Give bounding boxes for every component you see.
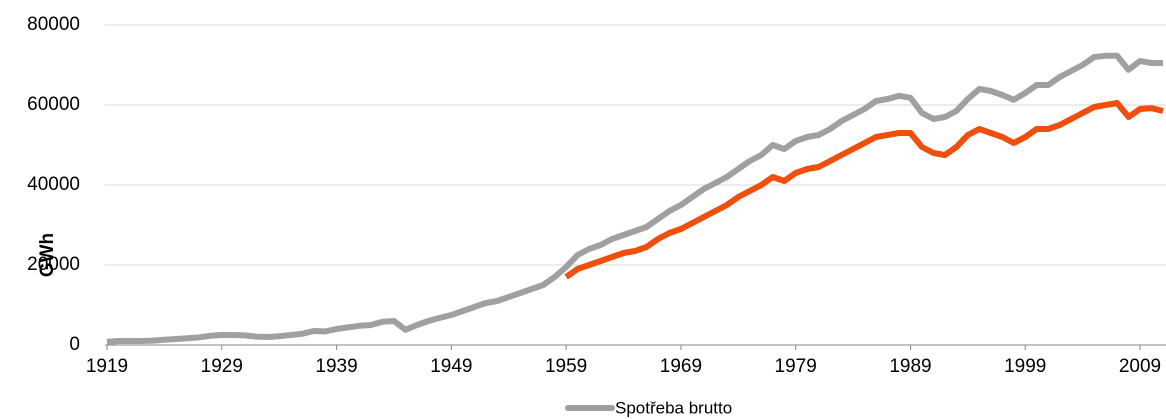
y-tick-label: 60000 [27,94,80,115]
y-tick-label: 40000 [27,174,80,195]
x-tick-label: 1939 [315,356,357,377]
x-tick-label: 1969 [660,356,702,377]
x-tick-label: 1959 [545,356,587,377]
x-tick-label: 1929 [201,356,243,377]
x-tick-label: 1999 [1004,356,1046,377]
x-tick-label: 1989 [889,356,931,377]
x-tick-label: 1949 [430,356,472,377]
legend-label: Spotřeba brutto [615,398,732,417]
y-axis-label: GWh [37,233,58,277]
series-line [564,100,1164,280]
series-line [106,52,1163,345]
x-tick-label: 1979 [775,356,817,377]
y-tick-label: 80000 [27,14,80,35]
y-tick-label: 0 [69,334,80,355]
y-tick-label: 20000 [27,254,80,275]
x-tick-label: 2009 [1119,356,1161,377]
x-tick-label: 1919 [86,356,128,377]
